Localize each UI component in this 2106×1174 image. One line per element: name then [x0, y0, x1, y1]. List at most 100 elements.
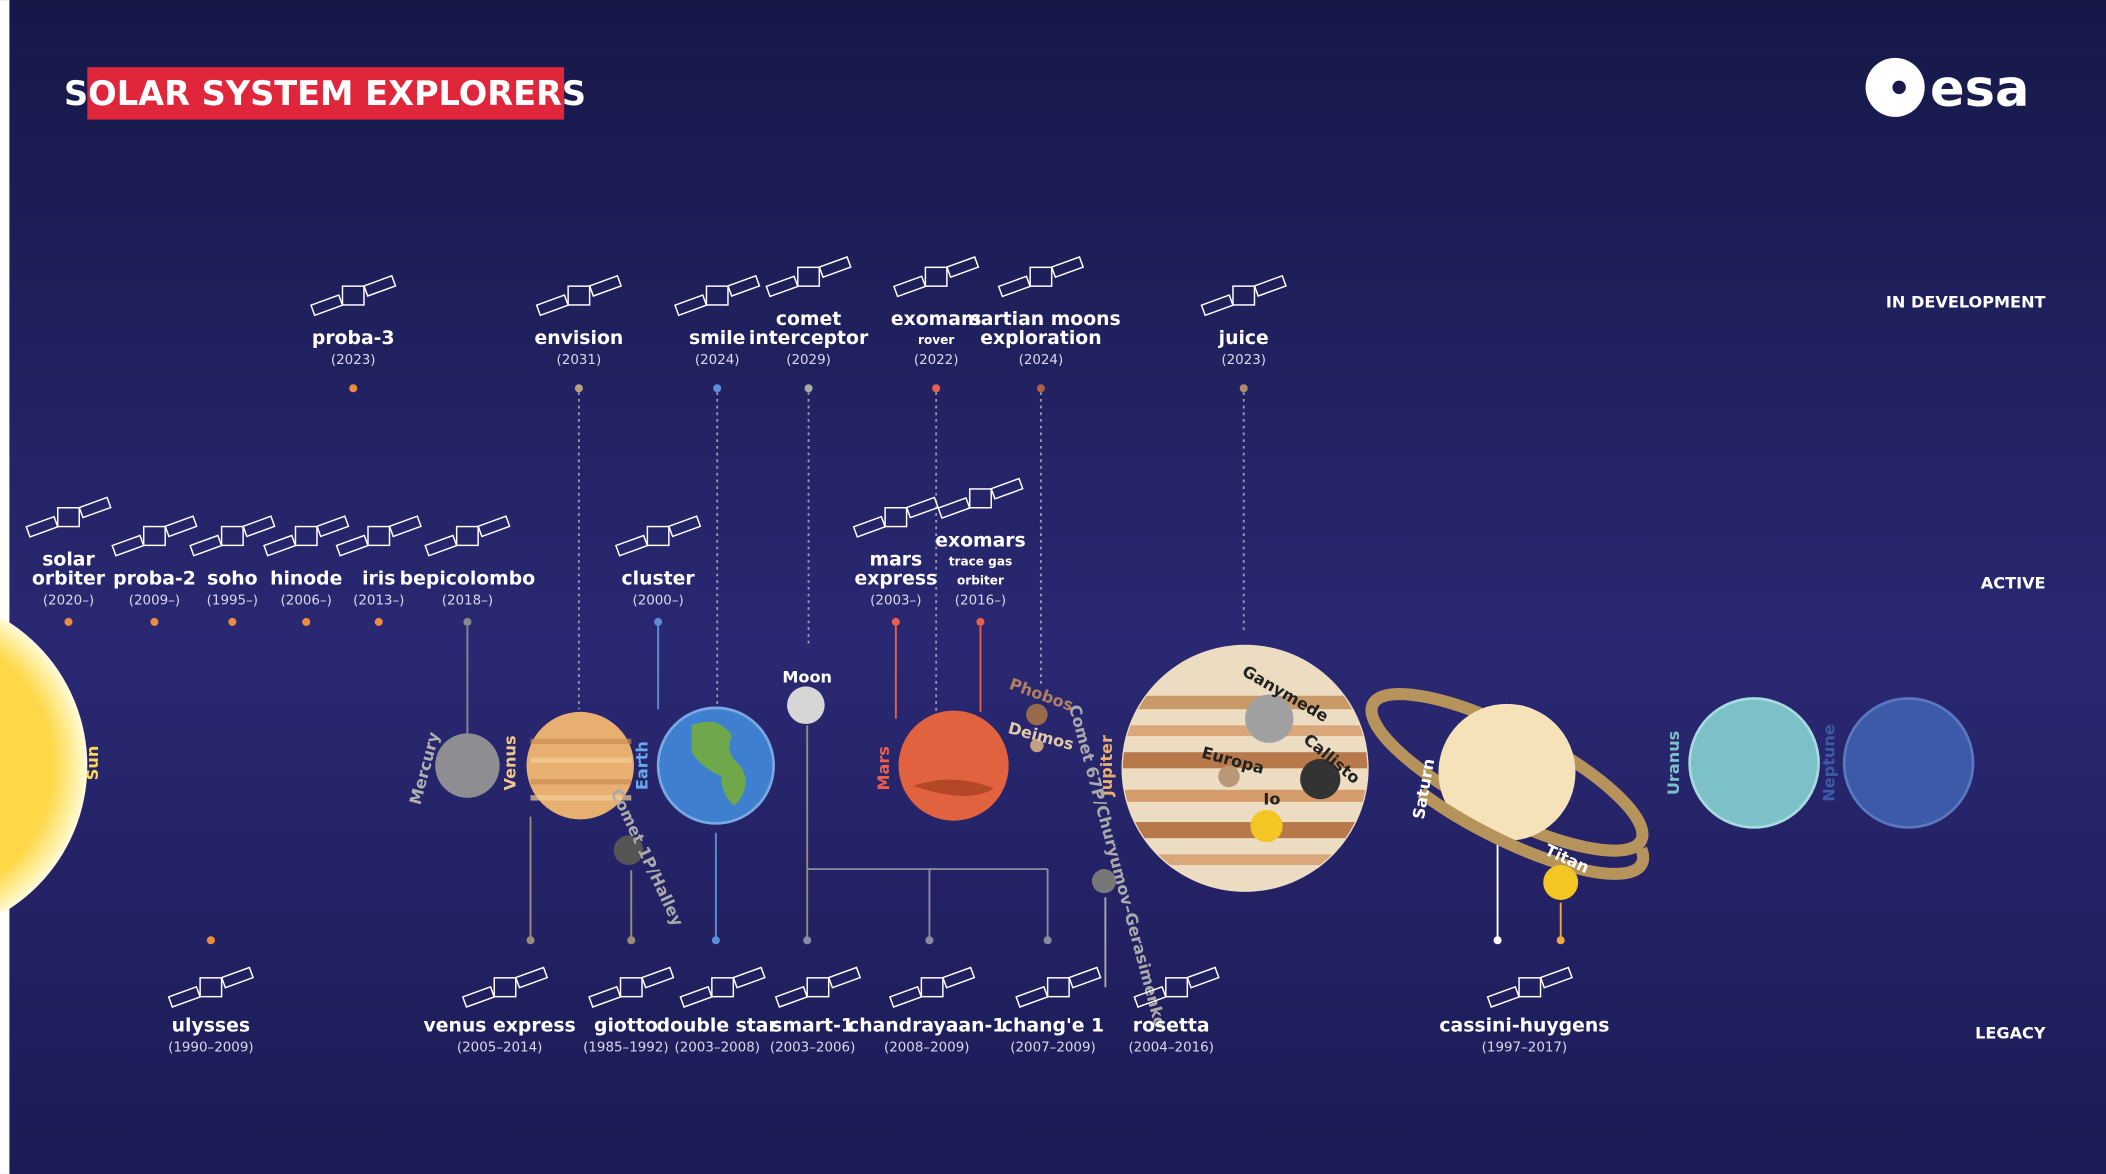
mission-subtitle: orbiter	[957, 573, 1004, 587]
mission-name: cluster	[622, 568, 696, 589]
mission-years: (2023)	[1221, 353, 1266, 368]
mission-years: (2003–2008)	[674, 1041, 760, 1056]
mission-dot	[1037, 384, 1045, 392]
mission-name: exomars	[935, 531, 1026, 552]
section-label: LEGACY	[1975, 1023, 2046, 1042]
body-label: Io	[1263, 790, 1280, 809]
mission-years: (2022)	[914, 353, 959, 368]
mission-name: juice	[1218, 328, 1269, 349]
mission-name: envision	[534, 328, 623, 349]
connector-dot	[803, 936, 811, 944]
connector-dot	[1044, 936, 1052, 944]
mission-name: double star	[657, 1016, 779, 1037]
body-label: Moon	[782, 667, 832, 686]
mission-name: martian moons	[961, 309, 1121, 330]
mission-dot	[932, 384, 940, 392]
mission-subtitle: trace gas	[949, 555, 1012, 569]
mars	[899, 711, 1009, 821]
neptune	[1844, 698, 1973, 827]
mission-years: (2016–)	[955, 593, 1006, 608]
logo-text: esa	[1930, 60, 2029, 119]
mission-years: (2004–2016)	[1128, 1041, 1214, 1056]
title: SOLAR SYSTEM EXPLORERS	[64, 74, 586, 113]
mission-years: (1985–1992)	[583, 1041, 669, 1056]
body-label: Uranus	[1664, 731, 1683, 795]
mission-years: (2007–2009)	[1010, 1041, 1096, 1056]
mission-dot	[207, 936, 215, 944]
mission-subtitle: rover	[918, 333, 954, 347]
page: SOLAR SYSTEM EXPLORERS esa IN DEVELOPMEN…	[0, 0, 2106, 1174]
mission-years: (2029)	[786, 353, 831, 368]
moon	[787, 686, 825, 724]
mission-name: ulysses	[172, 1016, 250, 1037]
logo-dot	[1892, 81, 1905, 94]
mission-name: iris	[362, 568, 395, 589]
mission-dot	[575, 384, 583, 392]
mission-name: bepicolombo	[400, 568, 536, 589]
mission-dot	[654, 618, 662, 626]
mission-dot	[64, 618, 72, 626]
mission-name: cassini-huygens	[1439, 1016, 1609, 1037]
mission-years: (2008–2009)	[884, 1041, 970, 1056]
mission-years: (2024)	[695, 353, 740, 368]
mission-dot	[302, 618, 310, 626]
body-label: Venus	[501, 735, 520, 790]
mission-dot	[150, 618, 158, 626]
mission-dot	[349, 384, 357, 392]
mission-name: hinode	[270, 568, 342, 589]
mission-years: (2009–)	[129, 593, 180, 608]
mission-name: smile	[689, 328, 745, 349]
uranus	[1690, 698, 1819, 827]
mission-name: venus express	[424, 1016, 576, 1037]
jupiter-band	[1115, 822, 1384, 838]
mission-years: (2006–)	[281, 593, 332, 608]
mission-years: (2031)	[557, 353, 602, 368]
mission-years: (2013–)	[353, 593, 404, 608]
mission-years: (2018–)	[442, 593, 493, 608]
left-margin	[0, 0, 9, 1174]
mission-years: (2003–)	[870, 593, 921, 608]
mission-years: (2005–2014)	[457, 1041, 542, 1056]
connector-dot	[627, 936, 635, 944]
mission-name: interceptor	[749, 328, 869, 349]
connector-dot	[712, 936, 720, 944]
mission-name: soho	[207, 568, 257, 589]
mission-name: orbiter	[32, 568, 106, 589]
connector-dot	[527, 936, 535, 944]
connector-dot	[925, 936, 933, 944]
body-label: Mars	[874, 746, 893, 790]
mission-name: rosetta	[1133, 1016, 1210, 1037]
esa-logo: esa	[1866, 58, 2030, 119]
mission-years: (2024)	[1019, 353, 1064, 368]
mission-dot	[375, 618, 383, 626]
mission-years: (2023)	[331, 353, 376, 368]
io	[1250, 810, 1282, 842]
phobos	[1026, 704, 1047, 725]
section-label: IN DEVELOPMENT	[1886, 293, 2046, 312]
connector-dot	[1494, 936, 1502, 944]
mission-name: giotto	[594, 1016, 658, 1037]
mission-name: exploration	[980, 328, 1101, 349]
mission-dot	[228, 618, 236, 626]
mission-years: (1995–)	[207, 593, 258, 608]
body-label: Neptune	[1820, 724, 1839, 802]
mission-dot	[805, 384, 813, 392]
mission-name: comet	[776, 309, 841, 330]
jupiter-band	[1115, 790, 1384, 802]
mission-name: express	[854, 568, 937, 589]
mission-years: (2000–)	[632, 593, 683, 608]
mission-dot	[1240, 384, 1248, 392]
infographic: SOLAR SYSTEM EXPLORERS esa IN DEVELOPMEN…	[0, 0, 2106, 1174]
body-label: Sun	[83, 746, 102, 781]
mission-name: solar	[42, 550, 95, 571]
mission-years: (1997–2017)	[1482, 1041, 1568, 1056]
mercury	[435, 733, 499, 797]
mission-name: chandrayaan-1	[848, 1016, 1005, 1037]
mission-name: proba-3	[312, 328, 395, 349]
connector-dot	[1557, 936, 1565, 944]
mission-name: chang'e 1	[1002, 1016, 1104, 1037]
body-label: Earth	[632, 741, 651, 790]
section-label: ACTIVE	[1981, 573, 2046, 592]
mission-name: smart-1	[771, 1016, 854, 1037]
mission-years: (1990–2009)	[168, 1041, 254, 1056]
